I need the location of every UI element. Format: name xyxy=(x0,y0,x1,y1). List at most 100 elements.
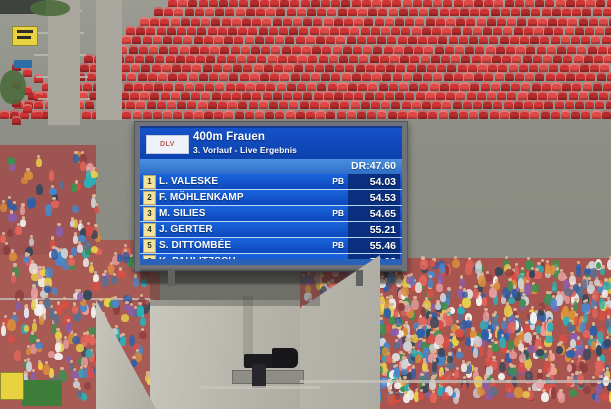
stadium-seat xyxy=(148,72,157,81)
stadium-seat xyxy=(250,0,259,7)
stadium-seat xyxy=(607,0,611,7)
spectator-head xyxy=(10,210,13,213)
spectator xyxy=(392,353,400,361)
stadium-seat xyxy=(529,63,538,72)
stadium-seat xyxy=(232,91,241,100)
spectator xyxy=(49,170,54,181)
stadium-seat xyxy=(308,54,317,63)
spectator xyxy=(112,299,119,308)
stadium-seat xyxy=(473,100,482,109)
spectator-head xyxy=(92,168,95,171)
stadium-seat xyxy=(153,35,162,44)
spectator xyxy=(508,367,517,374)
stadium-seat xyxy=(456,17,465,26)
stadium-seat xyxy=(280,72,289,81)
spectator-head xyxy=(13,263,16,266)
spectator xyxy=(508,322,517,332)
spectator xyxy=(462,291,468,298)
stadium-seat xyxy=(562,7,571,16)
stadium-seat xyxy=(168,0,177,7)
stadium-seat xyxy=(389,7,398,16)
stadium-seat xyxy=(594,54,603,63)
stadium-seat xyxy=(459,110,468,119)
spectator-head xyxy=(484,308,487,311)
stadium-seat xyxy=(512,54,521,63)
stadium-seat xyxy=(293,17,302,26)
spectator-head xyxy=(2,232,5,235)
spectator-head xyxy=(413,296,416,299)
stadium-seat xyxy=(579,91,588,100)
time-panel: 54.53 xyxy=(348,190,400,205)
spectator xyxy=(29,263,38,274)
stadium-seat xyxy=(338,82,347,91)
stadium-seat xyxy=(177,100,186,109)
spectator xyxy=(489,386,498,397)
spectator xyxy=(394,342,401,349)
spectator xyxy=(499,362,506,372)
spectator xyxy=(71,183,77,193)
stadium-seat xyxy=(492,54,501,63)
spectator xyxy=(390,328,399,335)
spectator xyxy=(583,348,592,360)
spectator xyxy=(382,347,389,356)
stadium-seat xyxy=(464,0,473,7)
stadium-seat xyxy=(224,35,233,44)
spectator xyxy=(445,316,453,326)
result-time: 55.21 xyxy=(370,224,396,236)
stadium-seat xyxy=(195,82,204,91)
spectator-head xyxy=(113,273,116,276)
stadium-seat xyxy=(255,110,264,119)
stadium-seat xyxy=(580,63,589,72)
stadium-seat xyxy=(417,63,426,72)
stadium-seat xyxy=(603,82,611,91)
spectator-head xyxy=(440,372,443,375)
stadium-seat xyxy=(263,91,272,100)
stadium-seat xyxy=(487,91,496,100)
spectator xyxy=(594,279,600,287)
spectator xyxy=(530,312,537,323)
stadium-seat xyxy=(511,82,520,91)
stadium-seat xyxy=(520,35,529,44)
athlete-name: S. DITTOMBÉE xyxy=(159,240,231,251)
stadium-seat xyxy=(460,7,469,16)
stadium-seat xyxy=(163,35,172,44)
stadium-seat xyxy=(252,91,261,100)
stadium-seat xyxy=(251,45,260,54)
stadium-seat xyxy=(310,26,319,35)
stadium-seat xyxy=(289,26,298,35)
stadium-seat xyxy=(460,82,469,91)
athlete-name: F. MÖHLENKAMP xyxy=(159,192,244,203)
section-sign-yellow xyxy=(12,26,38,46)
stadium-seat xyxy=(576,72,585,81)
stadium-seat xyxy=(153,110,162,119)
stadium-seat xyxy=(449,35,458,44)
stadium-seat xyxy=(403,0,412,7)
stadium-seat xyxy=(265,110,274,119)
stadium-seat xyxy=(234,35,243,44)
stadium-seat xyxy=(385,17,394,26)
spectator-head xyxy=(52,197,55,200)
stadium-seat xyxy=(237,54,246,63)
stadium-seat xyxy=(210,45,219,54)
stadium-seat xyxy=(364,17,373,26)
stadium-seat xyxy=(571,35,580,44)
spectator xyxy=(91,306,96,318)
stadium-seat xyxy=(347,35,356,44)
scoreboard-mount-right xyxy=(356,270,363,286)
spectator xyxy=(473,288,479,300)
stadium-seat xyxy=(301,72,310,81)
stadium-seat xyxy=(510,110,519,119)
spectator xyxy=(524,283,532,295)
spectator xyxy=(446,290,452,299)
spectator xyxy=(45,204,52,216)
stadium-seat xyxy=(136,100,145,109)
stadium-seat xyxy=(400,54,409,63)
stadium-seat xyxy=(242,91,251,100)
stadium-seat xyxy=(566,72,575,81)
scoreboard-screen: DLV 400m Frauen 3. Vorlauf - Live Ergebn… xyxy=(140,126,402,265)
stadium-seat xyxy=(316,110,325,119)
spectator xyxy=(23,256,30,263)
stadium-seat xyxy=(463,26,472,35)
spectator-head xyxy=(589,281,592,284)
stadium-seat xyxy=(212,91,221,100)
